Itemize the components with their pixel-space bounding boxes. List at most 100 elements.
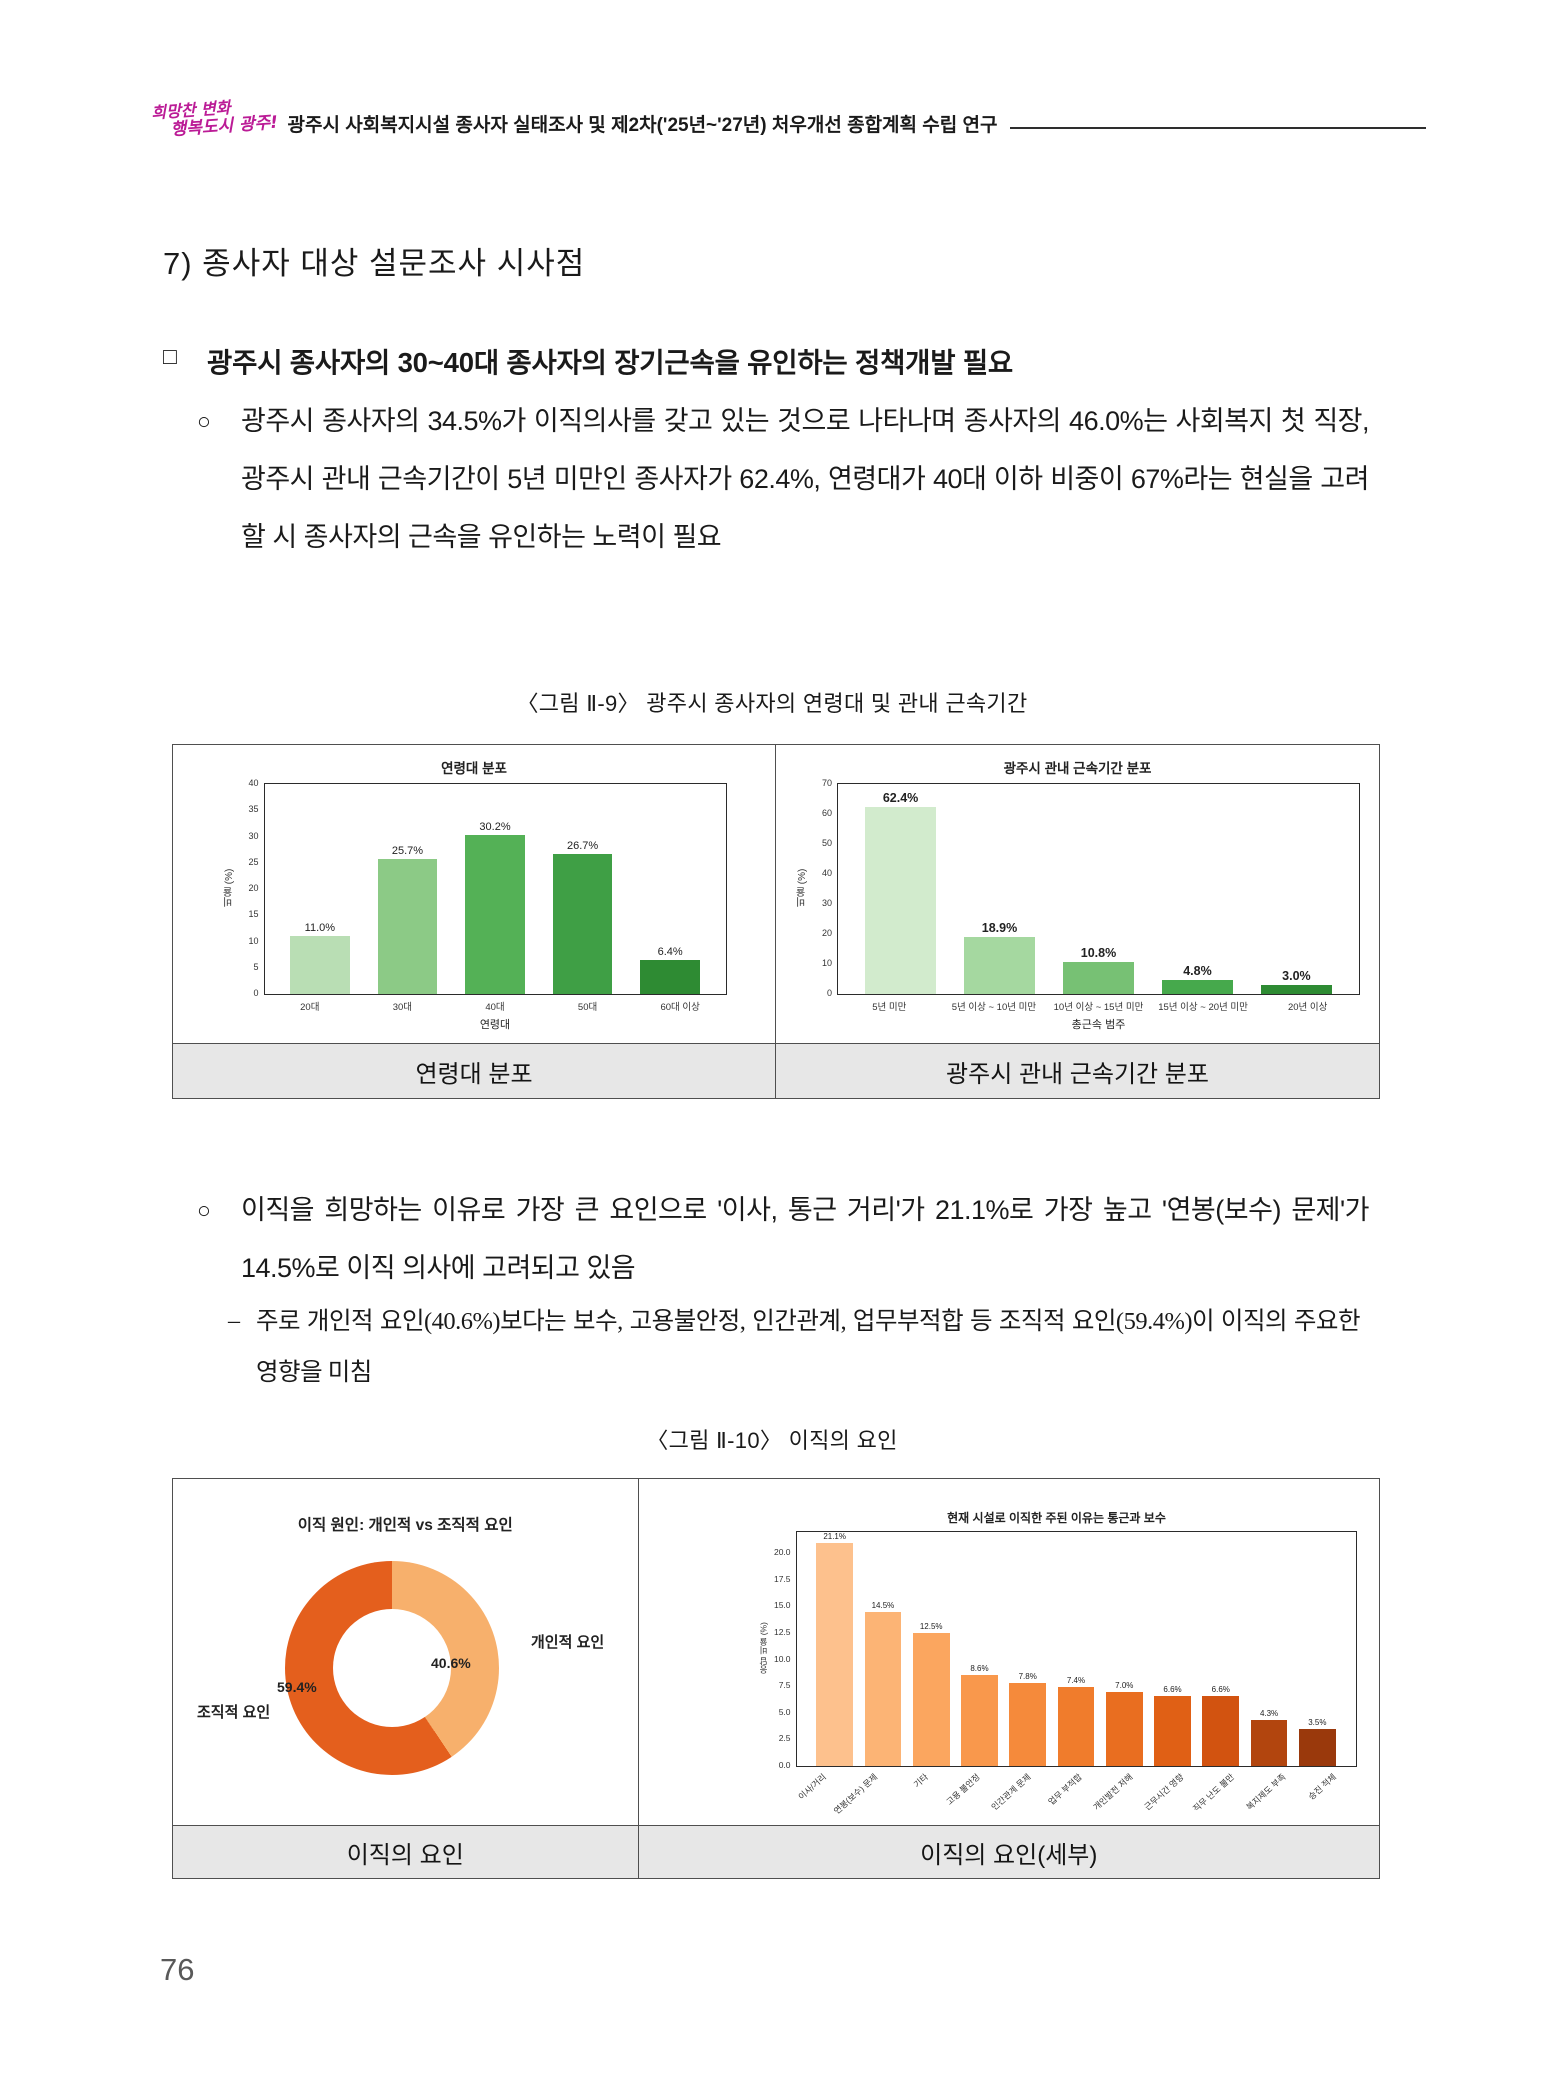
- bar-value-label: 10.8%: [1080, 945, 1117, 960]
- bullet-item: ○ 광주시 종사자의 34.5%가 이직의사를 갖고 있는 것으로 나타나며 종…: [197, 392, 1370, 566]
- y-tick-label: 30: [821, 898, 832, 908]
- y-tick-label: 7.5: [778, 1680, 791, 1691]
- circle-bullet-icon: ○: [197, 408, 211, 434]
- y-tick-label: 12.5: [773, 1627, 791, 1638]
- x-tick-label: 업무 부적합: [1045, 1771, 1084, 1807]
- figure9-left-label: 연령대 분포: [173, 1044, 776, 1098]
- bullet-text: 이직을 희망하는 이유로 가장 큰 요인으로 '이사, 통근 거리'가 21.1…: [241, 1195, 1370, 1283]
- bar: [1161, 979, 1234, 994]
- figure10-left-label: 이직의 요인: [173, 1826, 639, 1878]
- header-rule: [1009, 126, 1426, 129]
- x-tick-label: 승진 적체: [1306, 1771, 1339, 1802]
- bar-slot: 10.8%: [1049, 784, 1148, 994]
- figure10-caption-row: 이직의 요인 이직의 요인(세부): [173, 1825, 1379, 1878]
- sub-bullet-text: 주로 개인적 요인(40.6%)보다는 보수, 고용불안정, 인간관계, 업무부…: [256, 1308, 1361, 1386]
- bar: [963, 937, 1036, 994]
- bar-value-label: 25.7%: [391, 845, 424, 858]
- bar-slot: 4.3%: [1245, 1532, 1293, 1766]
- x-tick-label: 30대: [392, 1002, 413, 1013]
- tenure-distribution-bar-chart: 광주시 관내 근속기간 분포 비율 (%) 0 10 20 30 40 50 60 70 62…: [795, 745, 1360, 1032]
- y-tick-label: 60: [821, 808, 832, 818]
- plot-area: 21.1% 14.5% 12.5% 8.6% 7.8% 7.4% 7.0% 6.6% 6.6% 4…: [795, 1531, 1357, 1767]
- y-tick-label: 10.0: [773, 1653, 791, 1664]
- donut-slice-label-personal: 개인적 요인: [531, 1634, 605, 1651]
- y-tick-label: 40: [248, 778, 259, 788]
- key-finding-text: 광주시 종사자의 30~40대 종사자의 장기근속을 유인하는 정책개발 필요: [207, 347, 1014, 378]
- dash-bullet-icon: –: [228, 1308, 240, 1334]
- bar: [465, 835, 525, 994]
- bar: [640, 960, 700, 994]
- x-tick-label: 기타: [912, 1771, 931, 1790]
- x-tick-label: 개인발전 저해: [1091, 1771, 1135, 1813]
- bar-slot: 6.4%: [626, 784, 714, 994]
- bar-slot: 30.2%: [451, 784, 539, 994]
- y-axis-label: 비율 (%): [223, 868, 235, 908]
- y-tick-label: 15: [248, 909, 259, 920]
- x-tick-label: 15년 이상 ~ 20년 미만: [1158, 1002, 1248, 1013]
- y-axis: 0.0 2.5 5.0 7.5 10.0 12.5 15.0 17.5 20.0: [770, 1531, 796, 1770]
- bar-value-label: 6.4%: [657, 946, 683, 959]
- chart-body: 비율 (%) 0 5 10 15 20 25 30 35 40 11.0% 25.7% 30.2% 2…: [222, 778, 727, 1032]
- section-heading: 7) 종사자 대상 설문조사 시사점: [163, 246, 586, 281]
- bar: [961, 1674, 998, 1766]
- turnover-reason-detail-bar-chart: 현재 시설로 이직한 주된 이유는 통근과 보수 응답 비율 (%) 0.0 2.…: [757, 1479, 1357, 1821]
- bullet-text: 광주시 종사자의 34.5%가 이직의사를 갖고 있는 것으로 나타나며 종사자…: [241, 406, 1370, 552]
- bar: [1105, 1691, 1143, 1766]
- donut-slice-value-organizational: 59.4%: [277, 1679, 317, 1695]
- y-tick-label: 30: [248, 830, 259, 841]
- y-tick-label: 20: [248, 883, 259, 893]
- y-tick-label: 0: [253, 988, 259, 998]
- x-axis: 이사/거리 연봉(보수) 문제 기타 고용 불안정 인간관계 문제 업무 부적합 개인발전 …: [796, 1767, 1357, 1821]
- chart-title: 연령대 분포: [441, 761, 507, 776]
- y-axis: 0 10 20 30 40 50 60 70: [810, 778, 837, 998]
- bar: [1298, 1728, 1336, 1766]
- x-tick-label: 연봉(보수) 문제: [831, 1771, 880, 1816]
- bar: [552, 853, 613, 994]
- x-tick-label: 고용 불안정: [943, 1771, 982, 1807]
- x-tick-label: 직무 난도 불만: [1191, 1771, 1237, 1814]
- bar-value-label: 18.9%: [981, 921, 1018, 936]
- plot-area-wrap: 11.0% 25.7% 30.2% 26.7% 6.4% 20대 30대 40대 50대 60대…: [263, 783, 727, 1032]
- donut-slice-value-personal: 40.6%: [431, 1655, 471, 1671]
- bar-value-label: 4.3%: [1259, 1709, 1279, 1719]
- page-number: 76: [160, 1952, 195, 1987]
- x-tick-label: 인간관계 문제: [989, 1771, 1033, 1813]
- bar-value-label: 11.0%: [304, 922, 336, 935]
- bar-value-label: 26.7%: [566, 839, 599, 852]
- y-axis-label: 응답 비율 (%): [758, 1622, 769, 1674]
- bar-slot: 18.9%: [950, 784, 1049, 994]
- chart-body: 응답 비율 (%) 0.0 2.5 5.0 7.5 10.0 12.5 15.0 17.5 20…: [757, 1531, 1357, 1821]
- plot-area: 11.0% 25.7% 30.2% 26.7% 6.4%: [263, 783, 727, 995]
- bar-slot: 14.5%: [859, 1532, 907, 1766]
- bar: [864, 806, 937, 994]
- chart-title: 현재 시설로 이직한 주된 이유는 통근과 보수: [947, 1511, 1166, 1525]
- y-tick-label: 0: [826, 988, 832, 998]
- donut-slice-label-organizational: 조직적 요인: [197, 1704, 271, 1721]
- y-tick-label: 35: [248, 804, 259, 815]
- y-tick-label: 70: [821, 778, 832, 788]
- x-tick-label: 40대: [485, 1002, 505, 1013]
- bar-value-label: 62.4%: [882, 790, 919, 805]
- figure10-frame: 이직 원인: 개인적 vs 조직적 요인 개인적 요인 40.6% 조직적 요인…: [172, 1478, 1380, 1879]
- y-tick-label: 10: [821, 958, 832, 968]
- bar-slot: 3.5%: [1293, 1532, 1341, 1766]
- bar-slot: 7.8%: [1004, 1532, 1052, 1766]
- bar-value-label: 6.6%: [1211, 1684, 1230, 1694]
- bar-value-label: 12.5%: [919, 1622, 943, 1632]
- x-tick-label: 60대 이상: [660, 1002, 700, 1013]
- bar-slot: 21.1%: [811, 1532, 859, 1766]
- x-axis: 20대 30대 40대 50대 60대 이상: [264, 995, 727, 1013]
- square-bullet-icon: □: [163, 343, 177, 369]
- figure10-right-label: 이직의 요인(세부): [920, 1841, 1098, 1869]
- bar-slot: 11.0%: [276, 784, 364, 994]
- bar-value-label: 8.6%: [970, 1663, 989, 1673]
- plot-area: 62.4% 18.9% 10.8% 4.8% 3.0%: [837, 783, 1360, 995]
- bar: [1260, 985, 1333, 994]
- plot-area-wrap: 62.4% 18.9% 10.8% 4.8% 3.0% 5년 미만 5년 이상 ~ 10년…: [837, 783, 1360, 1032]
- bar-slot: 7.4%: [1052, 1532, 1100, 1766]
- city-slogan-logo: 희망찬 변화 행복도시 광주!: [151, 96, 279, 143]
- age-distribution-bar-chart: 연령대 분포 비율 (%) 0 5 10 15 20 25 30 35 40 11.0% 25.7…: [222, 745, 727, 1032]
- bar-value-label: 7.4%: [1066, 1676, 1086, 1686]
- y-tick-label: 40: [821, 868, 832, 878]
